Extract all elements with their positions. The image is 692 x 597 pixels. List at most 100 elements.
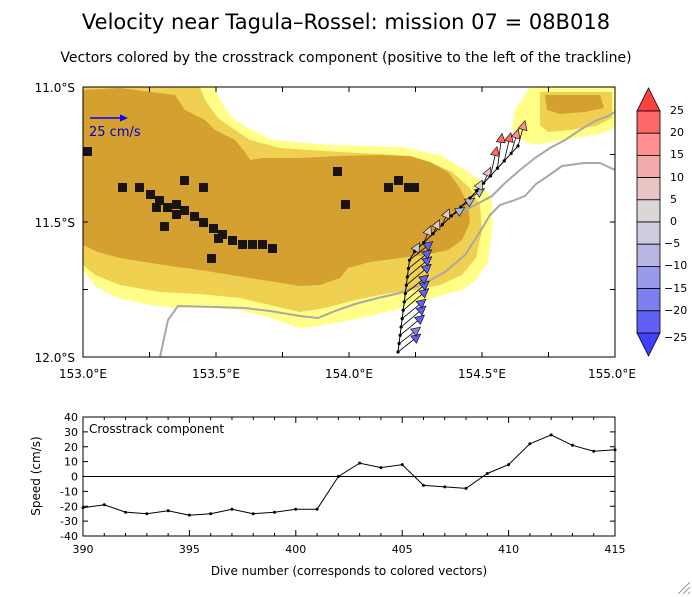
y-tick-label-10: 10 [64,456,78,469]
coastline-south [159,162,615,357]
vector-dive-402 [410,242,420,254]
vector-dive-401 [407,241,434,262]
point-dive-406 [421,483,425,487]
land-cell-24 [404,183,413,192]
x-tick-label-405: 405 [392,543,413,556]
land-cell-2 [135,183,144,192]
point-dive-413 [570,443,574,447]
lon-label-154-0: 154.0°E [325,367,373,381]
y-tick-label-40: 40 [64,411,78,424]
y-tick-label--20: -20 [60,500,78,513]
land-cell-7 [180,206,189,215]
y-tick-label--10: -10 [60,485,78,498]
x-tick-label-390: 390 [73,543,94,556]
land-cell-18 [180,176,189,185]
vector-dive-406 [449,207,466,218]
point-dive-401 [315,507,319,511]
colorbar-label-25: 25 [670,104,684,117]
vector-dive-398 [404,263,432,287]
vector-dive-410 [482,166,492,185]
colorbar-cell-9 [636,310,661,334]
vector-dive-397 [403,274,430,296]
colorbar-cell-2 [636,154,661,178]
lon-label-153-5: 153.5°E [192,367,240,381]
scale-arrow [90,114,128,122]
map-panel: 25 cm/s 11.0°S 11.5°S 12.0°S 153.0°E 153… [35,81,636,381]
land-cell-17 [160,222,169,231]
land-cell-10 [209,224,218,233]
figure-subtitle: Vectors colored by the crosstrack compon… [60,50,631,66]
land-cell-13 [238,240,247,249]
y-tick-label-30: 30 [64,426,78,439]
bathy-shelf-1 [545,95,604,114]
colorbar-label-neg20: −20 [664,304,687,317]
vector-dive-405 [440,208,451,227]
land-cell-29 [214,234,223,243]
point-dive-410 [507,463,511,467]
colorbar-label-neg25: −25 [664,331,687,344]
colorbar-bottom-triangle [636,332,661,357]
lat-label-11-5: 11.5°S [35,216,75,230]
land-cell-4 [155,196,164,205]
vector-dive-409 [473,179,483,193]
x-tick-label-415: 415 [605,543,626,556]
scale-label: 25 cm/s [89,125,141,140]
point-dive-395 [187,513,191,517]
chart-series [81,433,617,517]
vector-dive-404 [431,219,441,236]
land-cell-12 [228,236,237,245]
vector-dive-394 [400,298,427,321]
point-dive-405 [400,463,404,467]
point-dive-408 [464,486,468,490]
point-dive-402 [336,475,340,478]
land-cell-20 [333,167,342,176]
land-cell-26 [207,254,216,263]
colorbar-cell-1 [636,132,661,156]
bathy-shelf-0 [83,88,470,286]
land-cell-28 [172,210,181,219]
x-tick-label-400: 400 [285,543,306,556]
point-dive-404 [379,466,383,470]
point-dive-411 [528,442,532,446]
y-tick-label-0: 0 [71,471,78,484]
crosstrack-chart: Crosstrack component 390 395 400 405 410 4154… [29,411,626,578]
colorbar: 25 20 15 10 5 0 −5 −10 −15 −20 −25 [636,87,687,357]
point-dive-391 [102,503,106,507]
y-tick-label-20: 20 [64,441,78,454]
land-cell-1 [118,183,127,192]
vector-dive-412 [495,132,506,170]
land-cell-6 [172,200,181,209]
resize-grip-icon[interactable] [677,581,691,595]
colorbar-label-neg5: −5 [664,237,680,250]
land-cell-3 [146,190,155,199]
colorbar-cell-6 [636,243,661,267]
land-cell-27 [152,203,161,212]
vector-dive-391 [397,326,422,346]
figure-title: Velocity near Tagula–Rossel: mission 07 … [82,10,610,34]
map-tick-marks [82,86,616,358]
land-cell-9 [199,218,208,227]
coastline [159,111,615,357]
vector-dive-415 [516,120,528,148]
colorbar-cell-8 [636,288,661,312]
x-tick-label-395: 395 [179,543,200,556]
lat-label-12-0: 12.0°S [35,351,75,365]
land-cell-22 [384,183,393,192]
point-dive-407 [443,485,447,489]
lon-label-153-0: 153.0°E [59,367,107,381]
y-tick-label--30: -30 [60,515,78,528]
vector-dive-414 [509,128,521,156]
land-cell-23 [394,176,403,185]
point-dive-415 [613,448,617,452]
point-dive-396 [209,512,213,516]
vector-dive-392 [398,314,425,337]
colorbar-cell-3 [636,177,661,201]
vector-dive-390 [396,333,422,354]
lat-label-11-0: 11.0°S [35,81,75,95]
point-dive-409 [485,472,489,476]
colorbar-label-neg15: −15 [664,282,687,295]
land-cell-14 [248,240,257,249]
colorbar-label-15: 15 [670,148,684,161]
coastline-north [454,111,615,216]
